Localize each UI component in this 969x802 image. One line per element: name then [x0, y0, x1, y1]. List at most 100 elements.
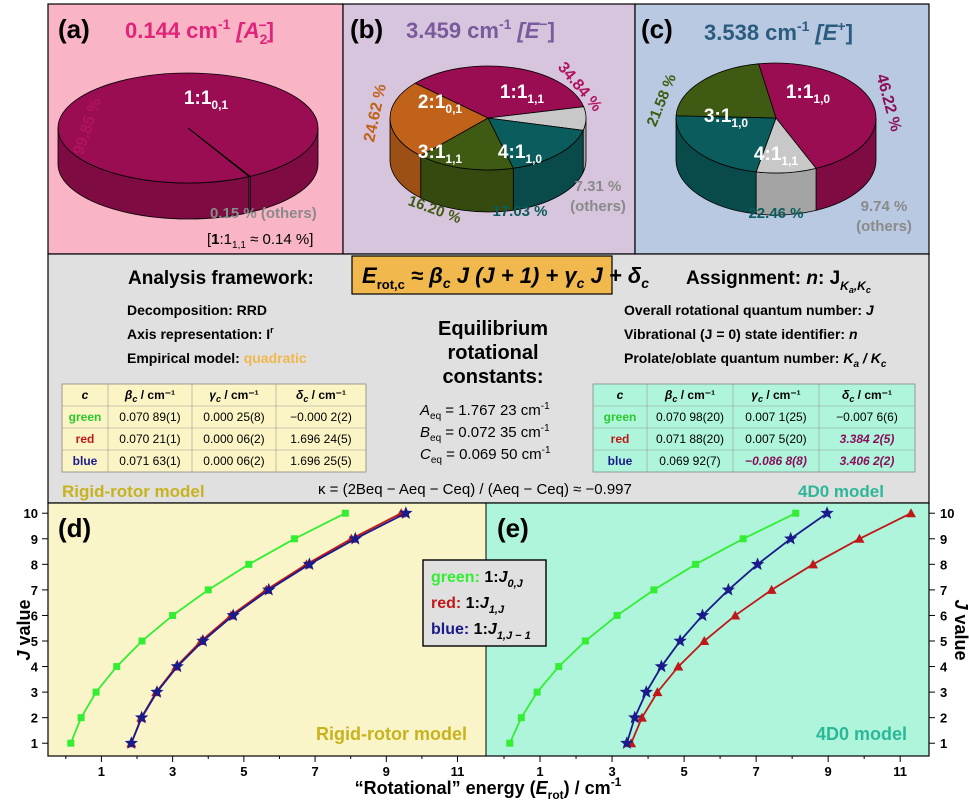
star-marker [302, 557, 317, 570]
table-row-label: green [604, 410, 637, 424]
eq-val: = 0.072 35 cm [441, 424, 541, 441]
star-marker [654, 659, 669, 673]
legend-symbol: J [480, 595, 490, 612]
star-marker [695, 608, 710, 622]
assignment-line: Vibrational (J = 0) state identifier: n [624, 326, 858, 342]
y-tick-label-right: 4 [940, 660, 948, 675]
note-a-end: ≈ 0.14 %] [246, 231, 313, 248]
triangle-marker [636, 712, 647, 722]
slice-label-sub: 1,0 [813, 92, 830, 106]
analysis-value: quadratic [244, 350, 307, 366]
panel-b: (b) 3.459 cm-1 [E−] 1:11,14:11,03:11,12:1… [342, 3, 636, 255]
table-cell: −0.086 8(8) [745, 454, 807, 468]
header-unit: / cm⁻¹ [854, 388, 892, 402]
plot-section: 1 3 5 7 9 11 1 3 5 7 9 111 12 23 34 45 56 67 78 89 910 10 (d)… [14, 502, 969, 802]
header-sym: β [124, 388, 133, 402]
star-marker [620, 736, 634, 749]
table-cell: −0.007 6(6) [836, 410, 898, 424]
analysis-line: Empirical model: quadratic [127, 350, 307, 366]
assignment-value-2: / K [859, 350, 882, 366]
pie-slice [414, 65, 585, 119]
pct-c-others-2: (others) [856, 218, 912, 235]
star-marker [135, 710, 149, 724]
note-a-mid: :1 [220, 231, 233, 248]
slice-label-sub: 1,1 [781, 154, 798, 168]
slice-c-3: 3:11,0 [704, 106, 748, 130]
assignment-sub: a [853, 359, 859, 370]
series-line [69, 512, 346, 744]
header-unit: / cm⁻¹ [221, 388, 259, 402]
x-tick-label: 1 [98, 764, 105, 779]
square-marker [92, 688, 100, 696]
y-tick-label-right: 2 [940, 711, 947, 726]
eq-sub: eq [430, 411, 441, 422]
note-a-sub: 1,1 [232, 240, 246, 251]
table-header: δc / cm⁻¹ [842, 388, 892, 404]
formula: Erot,c ≈ βc J (J + 1) + γc J + δc [362, 263, 649, 292]
x-tick-label: 9 [383, 764, 390, 779]
slice-b-4: 4:11,0 [498, 142, 542, 166]
table-cell: 0.069 92(7) [659, 454, 720, 468]
x-axis-label: “Rotational” energy (Erot) / cm-1 [355, 775, 622, 802]
triangle-marker [854, 533, 865, 543]
header-sym: δ [842, 388, 850, 402]
pie-slice [419, 117, 514, 171]
y-tick-label-left: 9 [31, 532, 38, 547]
x-tick-label: 3 [169, 764, 176, 779]
header-sub: c [303, 394, 308, 404]
slice-label-sub: 0,1 [445, 102, 462, 116]
y-tick-label-left: 7 [31, 583, 38, 598]
square-marker [650, 586, 658, 594]
table-cell: 1.696 25(5) [290, 454, 351, 468]
legend-sub: 0,J [507, 578, 523, 590]
star-marker [784, 531, 798, 545]
star-marker [639, 685, 653, 698]
legend-color-name: green: [431, 569, 484, 586]
formula-box [351, 255, 613, 295]
pie-chart-a: 1:10,199.85 %0.15 % (others)[1:11,1 ≈ 0.… [57, 72, 319, 251]
y-tick-label-right: 10 [940, 506, 954, 521]
header-unit: / cm⁻¹ [137, 388, 175, 402]
assignment-key: Vibrational (J = 0) state identifier: [624, 326, 849, 342]
note-a-prefix: [ [207, 231, 212, 248]
legend-prefix: 1: [474, 621, 488, 638]
slice-c-1: 1:11,0 [786, 82, 830, 106]
note-a-bold: 1 [211, 231, 219, 248]
square-marker [341, 509, 349, 517]
plot-frame [47, 502, 930, 757]
table-cell: −0.000 2(2) [290, 410, 352, 424]
square-marker [290, 535, 298, 543]
x-tick-label: 11 [451, 764, 465, 779]
eq-sup: -1 [542, 445, 551, 456]
square-marker [113, 663, 121, 671]
x-tick-label: 11 [893, 764, 907, 779]
legend-entry: red: 1:J1,J [431, 595, 505, 616]
star-marker [673, 634, 687, 647]
analysis-key: Axis representation: [127, 326, 266, 342]
eq-val: = 0.069 50 cm [442, 446, 542, 463]
y-tick-label-right: 6 [940, 608, 947, 623]
header-sub: c [758, 394, 763, 404]
panel-d-background [48, 503, 486, 756]
x-tick-label: 7 [311, 764, 318, 779]
assignment-line: Prolate/oblate quantum number: Ka / Kc [624, 350, 887, 370]
eq-val: = 1.767 23 cm [441, 402, 541, 419]
header-unit: / cm⁻¹ [677, 388, 715, 402]
pie-slice [675, 115, 777, 173]
header-sym: β [664, 388, 673, 402]
table-cell: 3.406 2(2) [840, 454, 895, 468]
table-row-label: blue [73, 454, 98, 468]
panel-b-title: 3.459 cm-1 [E−] [406, 16, 555, 43]
eq-sup: -1 [541, 423, 550, 434]
header-sym: γ [209, 388, 217, 402]
table-header: δc / cm⁻¹ [296, 388, 346, 404]
legend-symbol: J [488, 621, 498, 638]
star-marker [348, 531, 362, 545]
star-marker [196, 634, 210, 647]
panel-e-background [486, 503, 929, 756]
slice-c-4: 4:11,1 [754, 144, 798, 168]
eq-symbol: B [420, 424, 430, 441]
panel-c-title: 3.538 cm-1 [E+] [704, 18, 853, 45]
eq-value: Beq = 0.072 35 cm-1 [420, 423, 550, 444]
